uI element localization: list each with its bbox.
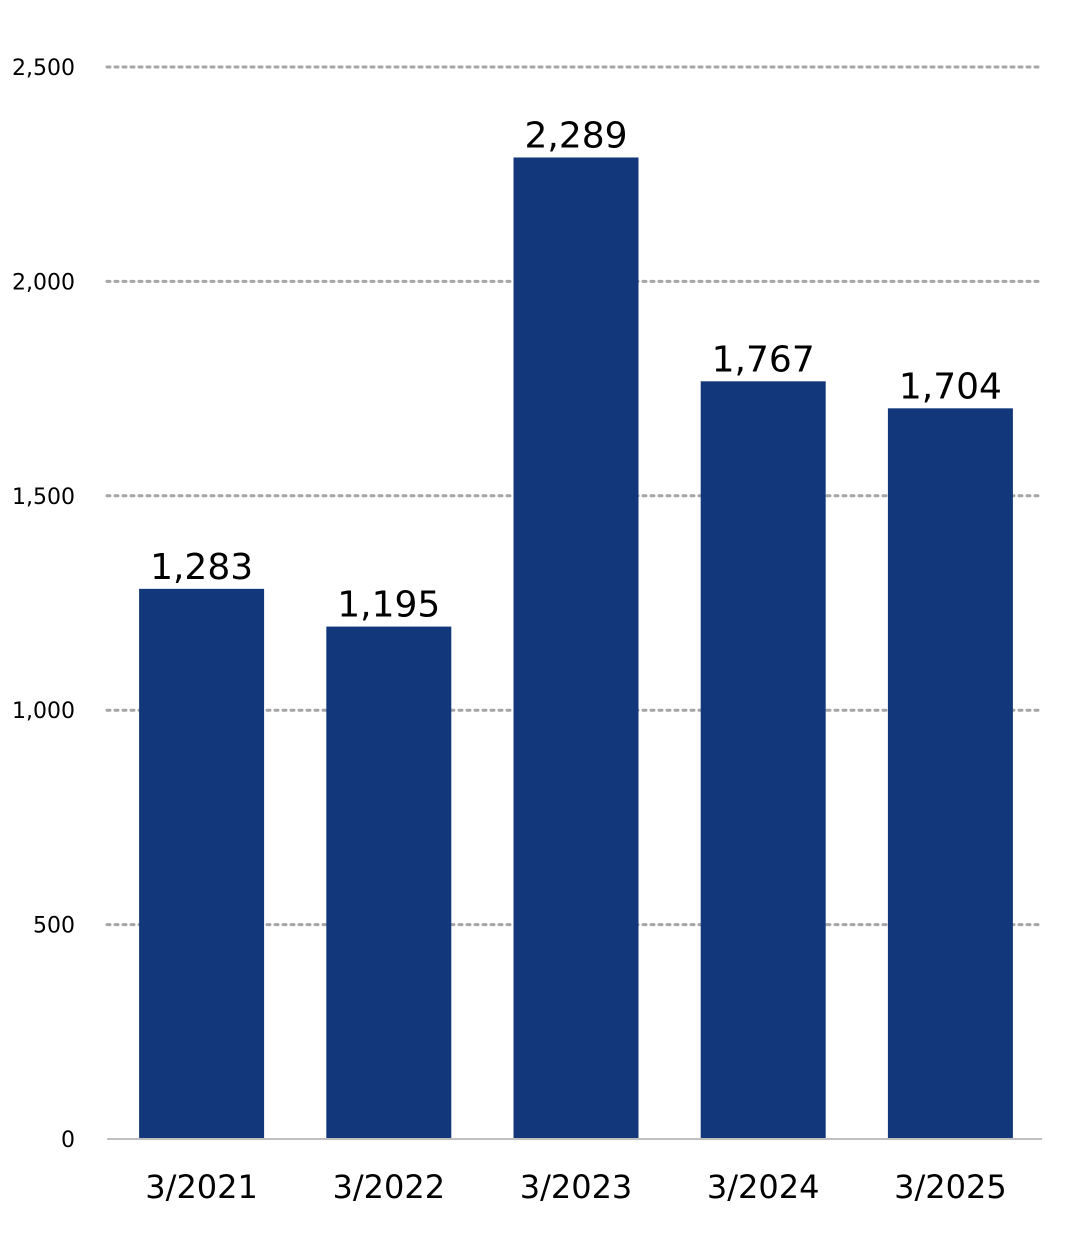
bar-3-2024 xyxy=(700,381,826,1139)
y-tick-label: 0 xyxy=(61,1128,75,1153)
bar-3-2023 xyxy=(513,157,639,1139)
x-tick-label: 3/2022 xyxy=(333,1168,446,1206)
data-label: 1,283 xyxy=(150,547,253,588)
y-axis-tick-labels: 0 500 1,000 1,500 2,000 2,500 xyxy=(12,56,75,1153)
y-tick-label: 1,000 xyxy=(12,699,75,724)
data-label: 2,289 xyxy=(524,115,627,156)
data-label: 1,704 xyxy=(899,366,1002,407)
data-label: 1,767 xyxy=(712,339,815,380)
data-labels: 1,283 1,195 2,289 1,767 1,704 xyxy=(150,115,1002,625)
x-axis-tick-labels: 3/2021 3/2022 3/2023 3/2024 3/2025 xyxy=(145,1168,1006,1206)
y-tick-label: 1,500 xyxy=(12,485,75,510)
data-label: 1,195 xyxy=(337,585,440,626)
bar-3-2021 xyxy=(139,588,265,1139)
x-tick-label: 3/2024 xyxy=(707,1168,820,1206)
bar-3-2025 xyxy=(887,408,1013,1139)
x-tick-label: 3/2023 xyxy=(520,1168,633,1206)
y-tick-label: 500 xyxy=(33,914,75,939)
x-tick-label: 3/2021 xyxy=(145,1168,258,1206)
x-tick-label: 3/2025 xyxy=(894,1168,1007,1206)
bar-3-2022 xyxy=(326,626,452,1139)
y-tick-label: 2,000 xyxy=(12,270,75,295)
bars xyxy=(139,157,1013,1139)
y-tick-label: 2,500 xyxy=(12,56,75,81)
